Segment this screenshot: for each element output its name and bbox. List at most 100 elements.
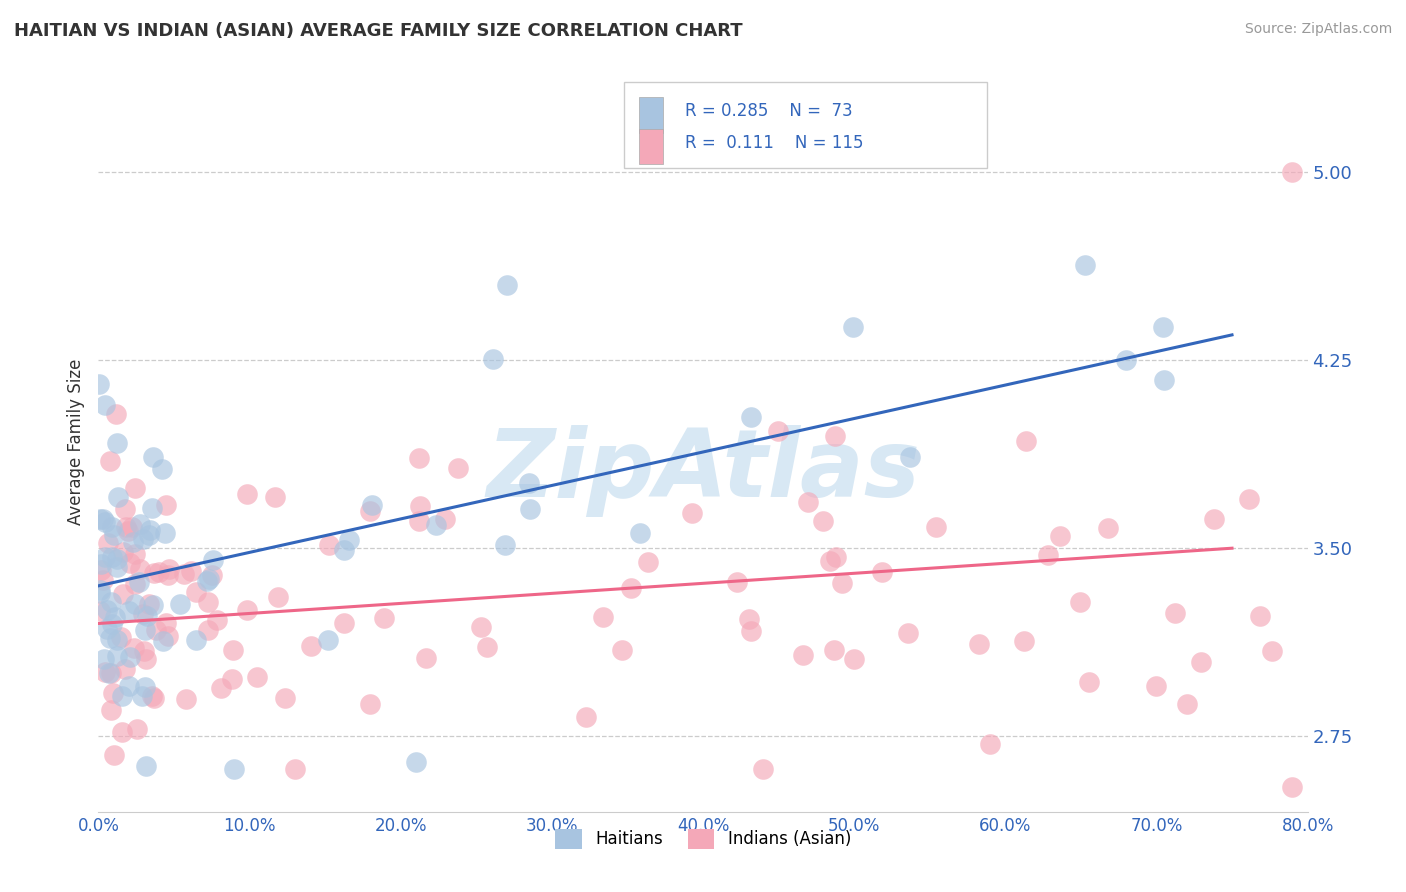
Indians (Asian)	[333, 616, 356, 631]
Indians (Asian)	[236, 487, 259, 501]
Indians (Asian)	[274, 690, 297, 705]
Indians (Asian)	[1069, 595, 1091, 609]
Indians (Asian)	[610, 643, 633, 657]
Indians (Asian)	[110, 630, 132, 644]
Haitians	[142, 450, 165, 465]
Haitians	[150, 462, 173, 476]
Indians (Asian)	[125, 723, 148, 737]
Indians (Asian)	[246, 670, 269, 684]
Text: Source: ZipAtlas.com: Source: ZipAtlas.com	[1244, 22, 1392, 37]
Text: R =  0.111    N = 115: R = 0.111 N = 115	[685, 134, 863, 152]
Indians (Asian)	[124, 547, 146, 561]
Indians (Asian)	[100, 703, 122, 717]
Indians (Asian)	[1175, 697, 1198, 711]
Haitians	[740, 410, 762, 425]
Haitians	[337, 533, 360, 547]
Indians (Asian)	[408, 514, 430, 528]
Haitians	[100, 520, 122, 534]
Indians (Asian)	[98, 454, 121, 468]
Indians (Asian)	[197, 595, 219, 609]
Haitians	[105, 436, 128, 450]
Indians (Asian)	[740, 624, 762, 638]
Haitians	[134, 680, 156, 694]
Indians (Asian)	[117, 524, 139, 538]
Indians (Asian)	[114, 502, 136, 516]
Haitians	[630, 526, 652, 541]
Indians (Asian)	[475, 640, 498, 655]
Indians (Asian)	[870, 566, 893, 580]
Indians (Asian)	[111, 725, 134, 739]
Haitians	[89, 512, 111, 526]
Haitians	[186, 632, 208, 647]
FancyBboxPatch shape	[638, 97, 662, 133]
Haitians	[94, 398, 117, 412]
Indians (Asian)	[157, 567, 180, 582]
Haitians	[101, 550, 124, 565]
Indians (Asian)	[408, 451, 430, 466]
Indians (Asian)	[318, 538, 340, 552]
Indians (Asian)	[1249, 608, 1271, 623]
Indians (Asian)	[373, 611, 395, 625]
Indians (Asian)	[155, 498, 177, 512]
Haitians	[198, 573, 221, 587]
Indians (Asian)	[235, 603, 257, 617]
Indians (Asian)	[470, 620, 492, 634]
Haitians	[519, 501, 541, 516]
Indians (Asian)	[825, 549, 848, 564]
Indians (Asian)	[122, 641, 145, 656]
Haitians	[89, 585, 111, 599]
Indians (Asian)	[174, 691, 197, 706]
Indians (Asian)	[103, 747, 125, 762]
Indians (Asian)	[681, 506, 703, 520]
Indians (Asian)	[752, 762, 775, 776]
Indians (Asian)	[104, 407, 127, 421]
Indians (Asian)	[132, 644, 155, 658]
Haitians	[842, 320, 865, 334]
Haitians	[132, 532, 155, 546]
Indians (Asian)	[925, 520, 948, 534]
Haitians	[135, 759, 157, 773]
Haitians	[111, 690, 134, 704]
Haitians	[1152, 320, 1174, 334]
Haitians	[495, 277, 517, 292]
Indians (Asian)	[180, 564, 202, 578]
Haitians	[100, 595, 122, 609]
Haitians	[107, 490, 129, 504]
Indians (Asian)	[766, 425, 789, 439]
Indians (Asian)	[284, 762, 307, 776]
Haitians	[89, 583, 111, 598]
Haitians	[333, 542, 356, 557]
Haitians	[169, 597, 191, 611]
Haitians	[105, 552, 128, 566]
Indians (Asian)	[111, 544, 134, 558]
Indians (Asian)	[1144, 679, 1167, 693]
Indians (Asian)	[1077, 675, 1099, 690]
Indians (Asian)	[1049, 529, 1071, 543]
Haitians	[494, 538, 516, 552]
Y-axis label: Average Family Size: Average Family Size	[66, 359, 84, 524]
Indians (Asian)	[157, 629, 180, 643]
Haitians	[98, 631, 121, 645]
FancyBboxPatch shape	[624, 82, 987, 168]
Haitians	[105, 560, 128, 574]
Indians (Asian)	[114, 520, 136, 534]
Haitians	[517, 476, 540, 491]
Indians (Asian)	[592, 610, 614, 624]
Indians (Asian)	[114, 662, 136, 676]
Haitians	[118, 604, 141, 618]
Indians (Asian)	[447, 460, 470, 475]
Indians (Asian)	[148, 565, 170, 579]
Indians (Asian)	[100, 666, 122, 681]
Haitians	[138, 523, 160, 537]
Indians (Asian)	[979, 737, 1001, 751]
Indians (Asian)	[201, 568, 224, 582]
Haitians	[316, 633, 339, 648]
Indians (Asian)	[145, 623, 167, 637]
Indians (Asian)	[1237, 491, 1260, 506]
Haitians	[195, 574, 218, 588]
Indians (Asian)	[222, 642, 245, 657]
Indians (Asian)	[1281, 165, 1303, 179]
Haitians	[1115, 353, 1137, 368]
Haitians	[104, 610, 127, 624]
Haitians	[136, 609, 159, 624]
